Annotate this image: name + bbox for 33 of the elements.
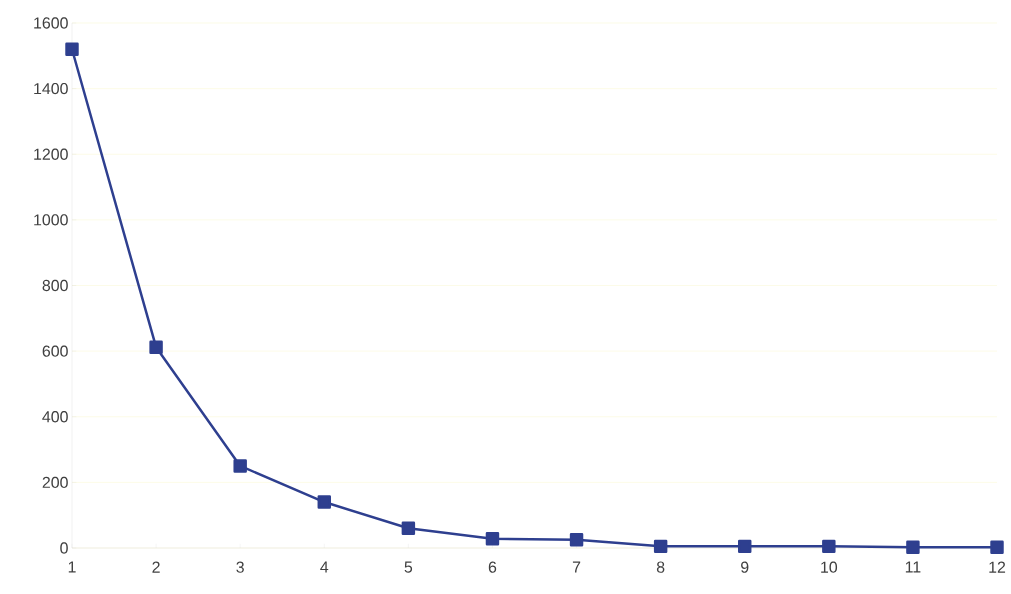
x-tick-label: 11 bbox=[905, 561, 921, 573]
x-tick-label: 2 bbox=[152, 561, 160, 573]
point bbox=[233, 459, 247, 473]
x-tick-label: 5 bbox=[404, 561, 413, 573]
y-tick-label: 1200 bbox=[34, 148, 68, 160]
x-tick-label: 12 bbox=[989, 561, 1006, 573]
point bbox=[990, 540, 1004, 555]
x-tick-label: 4 bbox=[320, 561, 329, 573]
point bbox=[569, 533, 584, 547]
y-tick-label: 0 bbox=[60, 542, 68, 554]
x-tick-label: 1 bbox=[68, 561, 76, 573]
point bbox=[149, 340, 163, 354]
x-tick-label: 6 bbox=[488, 561, 497, 573]
y-tick-label: 800 bbox=[42, 279, 68, 292]
x-tick-label: 8 bbox=[656, 561, 665, 573]
point bbox=[822, 539, 836, 554]
y-tick-label: 1000 bbox=[34, 214, 68, 226]
x-tick-label: 7 bbox=[572, 561, 581, 573]
x-tick-label: 10 bbox=[821, 561, 838, 573]
y-tick-label: 1600 bbox=[34, 17, 68, 29]
point bbox=[653, 539, 668, 554]
x-tick-label: 9 bbox=[741, 561, 749, 573]
x-tick-label: 3 bbox=[236, 561, 244, 573]
y-tick-label: 200 bbox=[42, 476, 68, 489]
point bbox=[317, 495, 331, 509]
point bbox=[485, 532, 500, 546]
y-tick-label: 600 bbox=[42, 345, 68, 357]
point bbox=[906, 540, 920, 555]
y-tick-label: 1400 bbox=[34, 82, 68, 95]
y-tick-label: 400 bbox=[42, 411, 68, 423]
point bbox=[65, 42, 79, 56]
point bbox=[401, 521, 416, 536]
point bbox=[738, 539, 752, 554]
